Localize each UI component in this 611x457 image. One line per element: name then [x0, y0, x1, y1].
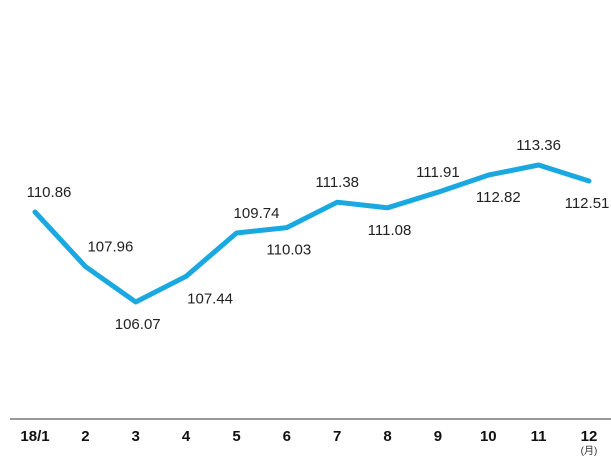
x-tick-label: 12 — [581, 428, 598, 445]
data-label: 111.91 — [416, 164, 460, 181]
x-tick-label: 10 — [480, 428, 497, 445]
x-tick-label: 3 — [132, 428, 140, 445]
data-label: 110.03 — [266, 242, 311, 259]
data-label: 112.82 — [476, 189, 521, 206]
x-tick-label: 5 — [232, 428, 240, 445]
x-unit-label: (月) — [581, 445, 598, 457]
data-label: 107.96 — [87, 239, 133, 256]
x-tick-label: 9 — [434, 428, 442, 445]
x-tick-labels: 18/1 2 3 4 5 6 7 8 9 10 11 12 — [20, 428, 597, 445]
x-tick-label: 2 — [81, 428, 89, 445]
x-tick-label: 4 — [182, 428, 191, 445]
x-tick-label: 18/1 — [20, 428, 49, 445]
data-label: 106.07 — [115, 316, 161, 333]
data-label: 111.38 — [315, 174, 359, 191]
data-label: 110.86 — [27, 184, 72, 201]
data-label: 112.51 — [565, 195, 610, 212]
data-label: 109.74 — [234, 205, 280, 222]
series-line — [32, 162, 592, 305]
data-labels: 110.86 107.96 106.07 107.44 109.74 110.03 111.… — [27, 137, 610, 333]
x-tick-label: 6 — [283, 428, 291, 445]
data-label: 111.08 — [368, 222, 412, 239]
x-tick-label: 11 — [531, 428, 547, 445]
data-label: 113.36 — [516, 137, 561, 154]
x-tick-label: 7 — [333, 428, 341, 445]
x-tick-label: 8 — [383, 428, 391, 445]
data-label: 107.44 — [187, 290, 233, 307]
